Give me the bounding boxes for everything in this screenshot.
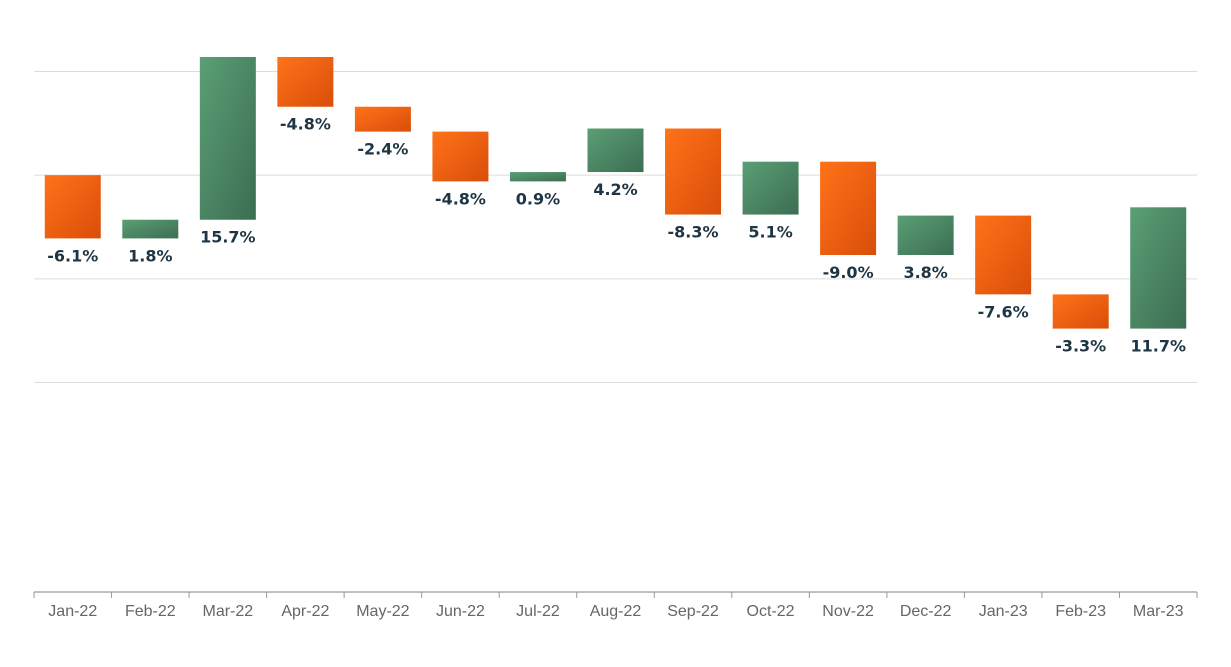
bar-jul-22 [509, 172, 566, 182]
data-label-feb-22: 1.8% [128, 246, 172, 265]
bar-sep-22 [665, 128, 722, 215]
bar-oct-22 [742, 161, 799, 215]
bar-mar-23 [1130, 207, 1187, 329]
x-tick-label: Apr-22 [281, 603, 329, 620]
bar-mar-22 [199, 56, 256, 220]
data-labels: -6.1% 1.8% 15.7% -4.8% -2.4% -4.8% 0.9% 4.2% -8.… [47, 115, 1186, 356]
bar-jan-22 [44, 175, 101, 239]
x-tick-label: Oct-22 [747, 603, 795, 620]
x-tick-label: Aug-22 [590, 603, 642, 620]
data-label-dec-22: 3.8% [903, 263, 947, 282]
bar-jan-23 [975, 215, 1032, 295]
x-tick-label: Nov-22 [822, 603, 874, 620]
data-label-sep-22: -8.3% [668, 223, 719, 242]
bar-jun-22 [432, 131, 489, 182]
data-label-jul-22: 0.9% [516, 189, 560, 208]
data-label-oct-22: 5.1% [748, 223, 792, 242]
data-label-apr-22: -4.8% [280, 115, 331, 134]
data-label-jan-22: -6.1% [47, 246, 98, 265]
x-tick-label: Dec-22 [900, 603, 952, 620]
x-tick-label: Jan-23 [979, 603, 1028, 620]
bar-feb-22 [122, 219, 179, 239]
x-tick-label: May-22 [356, 603, 409, 620]
x-tick-label: Mar-22 [202, 603, 253, 620]
x-tick-label: Jul-22 [516, 603, 560, 620]
bar-dec-22 [897, 215, 954, 255]
x-tick-label: Jun-22 [436, 603, 485, 620]
bar-apr-22 [277, 56, 334, 107]
data-label-jan-23: -7.6% [978, 302, 1029, 321]
x-tick-label: Mar-23 [1133, 603, 1184, 620]
bar-may-22 [354, 106, 411, 132]
data-label-mar-22: 15.7% [200, 228, 256, 247]
bar-aug-22 [587, 128, 644, 173]
data-label-aug-22: 4.2% [593, 180, 637, 199]
data-label-jun-22: -4.8% [435, 189, 486, 208]
x-axis: Jan-22 Feb-22 Mar-22 Apr-22 May-22 Jun-22 Jul-… [33, 591, 1198, 620]
bar-feb-23 [1052, 294, 1109, 329]
data-label-nov-22: -9.0% [823, 263, 874, 282]
bars [44, 56, 1187, 329]
bar-nov-22 [820, 161, 877, 255]
data-label-may-22: -2.4% [357, 140, 408, 159]
x-tick-label: Feb-22 [125, 603, 176, 620]
x-tick-label: Feb-23 [1055, 603, 1106, 620]
data-label-feb-23: -3.3% [1055, 337, 1106, 356]
x-tick-label: Sep-22 [667, 603, 719, 620]
data-label-mar-23: 11.7% [1130, 337, 1186, 356]
x-tick-label: Jan-22 [48, 603, 97, 620]
